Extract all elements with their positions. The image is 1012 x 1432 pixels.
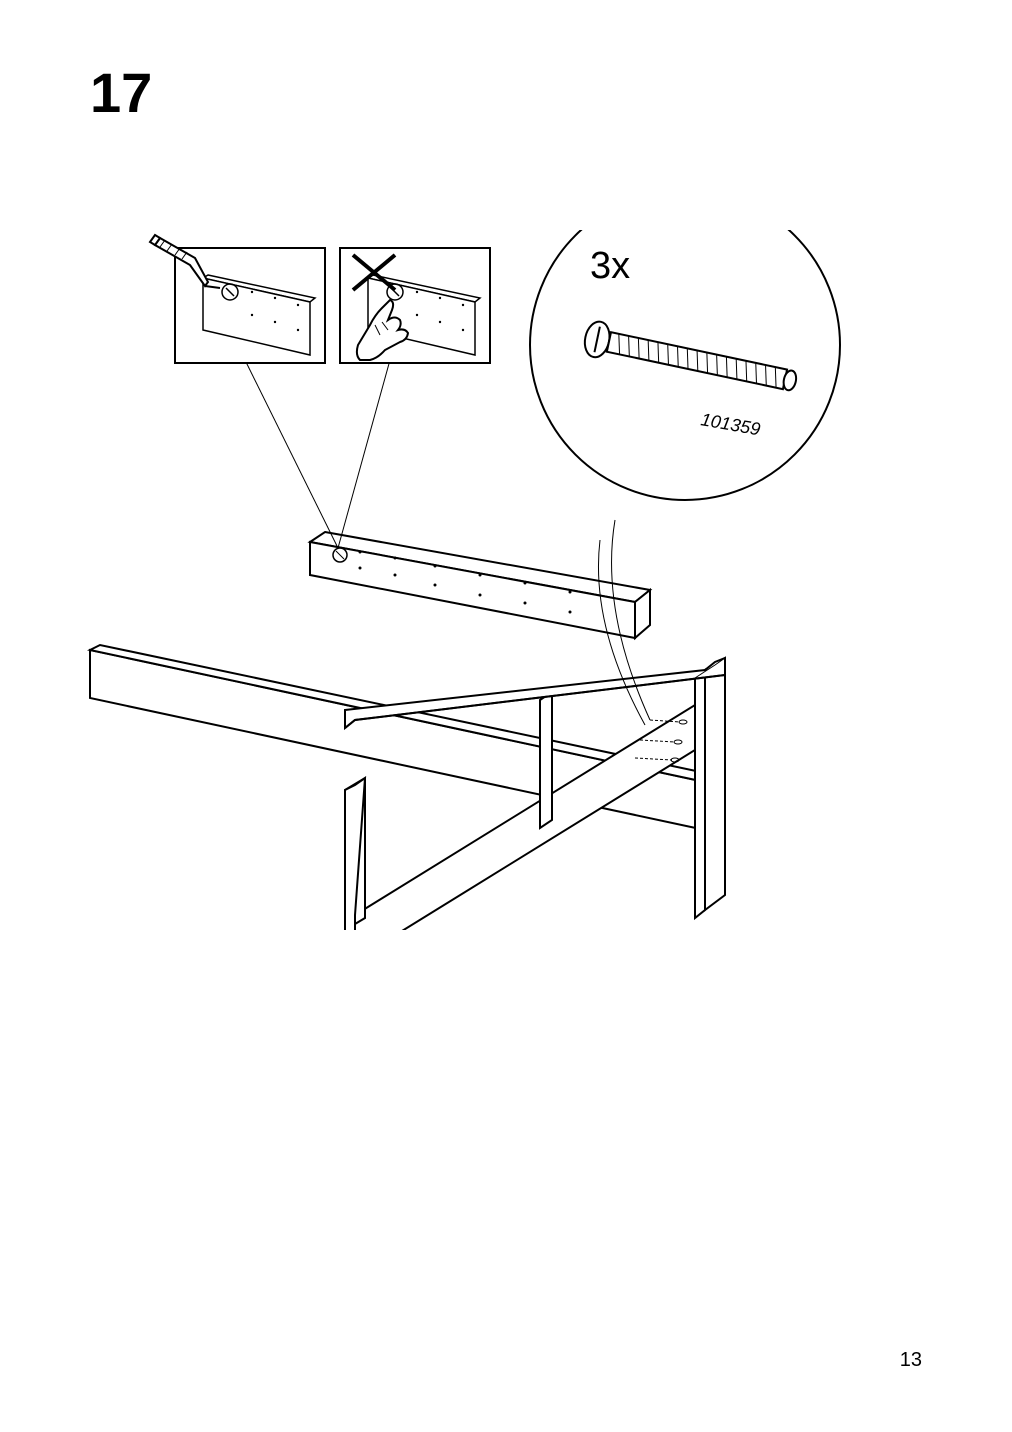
assembly-diagram: 3x xyxy=(60,230,952,930)
page-number: 13 xyxy=(900,1349,922,1372)
instruction-page: 17 xyxy=(0,0,1012,1432)
quantity-label: 3x xyxy=(590,245,630,287)
step-number: 17 xyxy=(90,60,152,125)
correct-action-box xyxy=(150,235,325,363)
incorrect-action-box xyxy=(340,248,490,363)
screw-callout: 3x xyxy=(530,230,840,725)
bed-frame xyxy=(90,645,725,930)
